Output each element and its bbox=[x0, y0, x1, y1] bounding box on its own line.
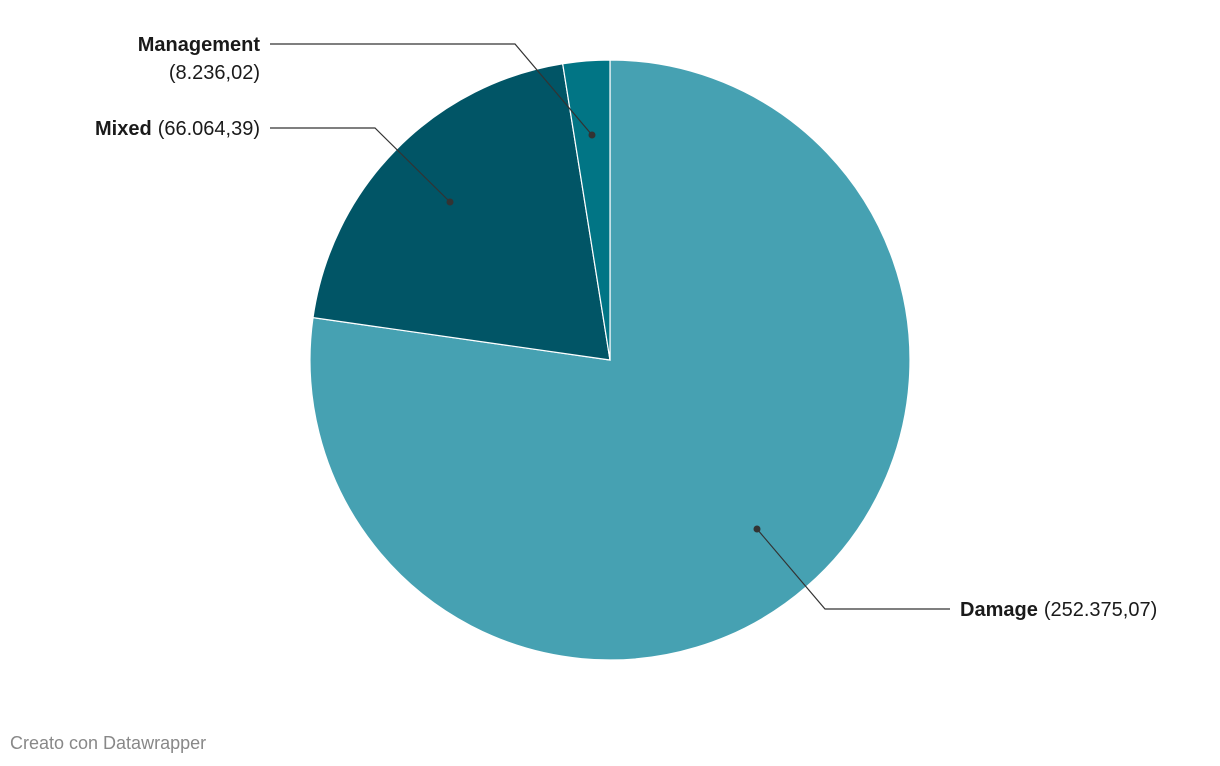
slice-value: (252.375,07) bbox=[1044, 599, 1157, 621]
slice-label: Mixed (66.064,39) bbox=[95, 118, 260, 140]
slice-name: Management bbox=[138, 34, 261, 56]
slice-value: (66.064,39) bbox=[158, 118, 260, 140]
leader-line bbox=[270, 127, 451, 203]
leader-line bbox=[756, 528, 950, 610]
slice-value: (8.236,02) bbox=[169, 62, 260, 84]
leader-dot bbox=[753, 525, 761, 533]
leader-line bbox=[270, 43, 593, 136]
pie-slice bbox=[312, 63, 611, 361]
slice-label: (8.236,02) bbox=[169, 62, 260, 84]
slice-name: Mixed bbox=[95, 118, 152, 140]
slice-name: Damage bbox=[960, 599, 1038, 621]
slice-label: Damage (252.375,07) bbox=[960, 599, 1157, 621]
slice-label: Management bbox=[138, 34, 261, 56]
leader-dot bbox=[446, 198, 454, 206]
leader-dot bbox=[588, 131, 596, 139]
pie-slice bbox=[561, 59, 611, 361]
credit: Creato con Datawrapper bbox=[10, 733, 206, 753]
